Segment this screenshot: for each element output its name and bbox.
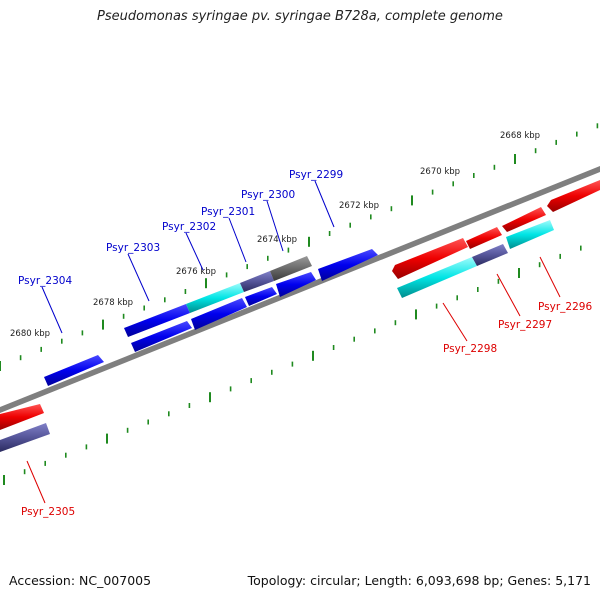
- ruler-label-2668: 2668 kbp: [500, 131, 540, 141]
- gene-psyr-2301[interactable]: [245, 287, 277, 306]
- gene-psyr-2298-outer[interactable]: [397, 257, 477, 298]
- gene-overlap-purple[interactable]: [240, 271, 274, 292]
- gene-psyr-2305[interactable]: [0, 404, 44, 430]
- label-leaders: [26, 180, 561, 504]
- gene-psyr-2297[interactable]: [466, 227, 502, 249]
- gene-psyr-2305-outer[interactable]: [0, 423, 50, 452]
- ruler-label-2670: 2670 kbp: [420, 167, 460, 177]
- gene-psyr-2302[interactable]: [191, 298, 247, 330]
- gene-psyr-2296-a[interactable]: [502, 207, 546, 232]
- label-psyr-2305[interactable]: Psyr_2305: [21, 506, 75, 518]
- label-psyr-2301[interactable]: Psyr_2301: [201, 206, 255, 218]
- ruler-ticks-outer: [0, 123, 599, 371]
- map-title: Pseudomonas syringae pv. syringae B728a,…: [97, 9, 503, 24]
- leader-psyr-2297: [496, 273, 521, 317]
- gene-psyr-2296[interactable]: [547, 180, 600, 212]
- forward-genes-row2: [124, 256, 312, 337]
- gene-overlap-purple-rev[interactable]: [472, 244, 508, 266]
- ruler-label-2672: 2672 kbp: [339, 201, 379, 211]
- leader-psyr-2302: [185, 232, 204, 271]
- label-psyr-2300[interactable]: Psyr_2300: [241, 189, 295, 201]
- gene-psyr-2298[interactable]: [392, 238, 468, 279]
- reverse-genes-row2: [0, 220, 554, 452]
- ruler-label-2674: 2674 kbp: [257, 235, 297, 245]
- label-psyr-2299[interactable]: Psyr_2299: [289, 169, 343, 181]
- gene-psyr-2304[interactable]: [44, 355, 104, 386]
- gene-pseudo-gray[interactable]: [270, 256, 312, 281]
- leader-psyr-2300: [266, 200, 284, 252]
- leader-psyr-2301: [228, 217, 247, 263]
- gene-other-cyan[interactable]: [186, 283, 244, 313]
- leader-psyr-2299: [314, 180, 335, 228]
- leader-psyr-2296: [539, 256, 561, 298]
- reverse-genes-row1: [0, 180, 600, 430]
- gene-psyr-2303-outer[interactable]: [124, 304, 190, 337]
- gene-psyr-2303[interactable]: [131, 321, 192, 352]
- forward-genes-row1: [44, 249, 378, 386]
- ruler-ticks-inner: [3, 245, 582, 485]
- label-psyr-2297[interactable]: Psyr_2297: [498, 319, 552, 331]
- gene-psyr-2299[interactable]: [318, 249, 378, 281]
- label-psyr-2304[interactable]: Psyr_2304: [18, 275, 72, 287]
- label-psyr-2302[interactable]: Psyr_2302: [162, 221, 216, 233]
- genome-summary-text: Topology: circular; Length: 6,093,698 bp…: [247, 573, 591, 588]
- ruler-label-2678: 2678 kbp: [93, 298, 133, 308]
- leader-psyr-2305: [26, 460, 46, 504]
- ruler-label-2676: 2676 kbp: [176, 267, 216, 277]
- leader-psyr-2303: [127, 253, 150, 302]
- label-psyr-2298[interactable]: Psyr_2298: [443, 343, 497, 355]
- label-psyr-2303[interactable]: Psyr_2303: [106, 242, 160, 254]
- label-psyr-2296[interactable]: Psyr_2296: [538, 301, 592, 313]
- leader-psyr-2304: [41, 286, 63, 334]
- gene-psyr-2300[interactable]: [276, 272, 316, 297]
- leader-psyr-2298: [442, 302, 468, 342]
- genome-backbone: [0, 166, 600, 413]
- gene-other-cyan-rev[interactable]: [506, 220, 554, 249]
- ruler-label-2680: 2680 kbp: [10, 329, 50, 339]
- accession-text: Accession: NC_007005: [9, 573, 152, 588]
